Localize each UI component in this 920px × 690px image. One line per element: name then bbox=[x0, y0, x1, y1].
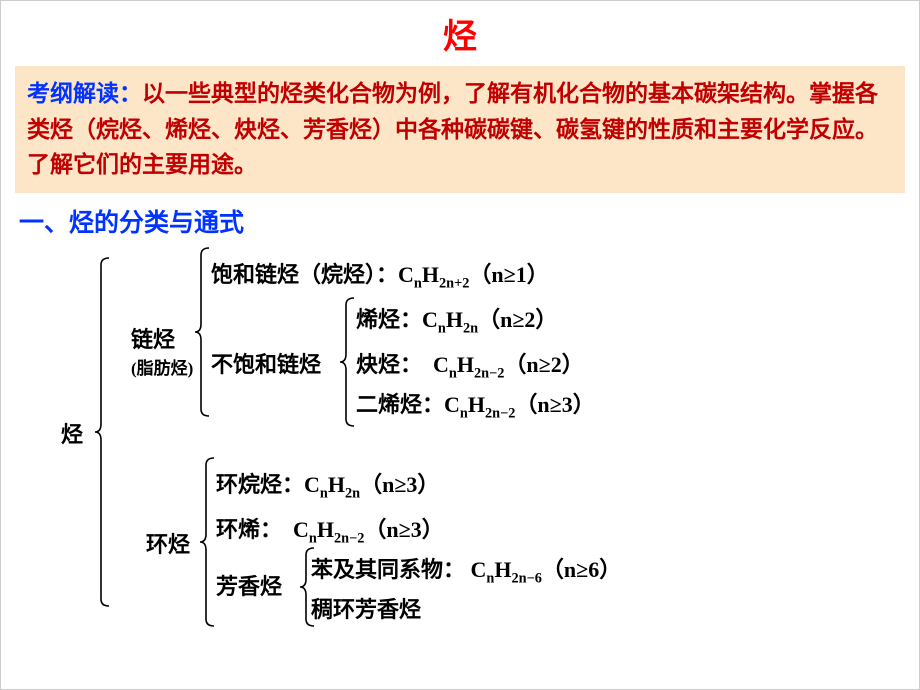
brace-chain bbox=[191, 247, 209, 417]
intro-box: 考纲解读：以一些典型的烃类化合物为例，了解有机化合物的基本碳架结构。掌握各类烃（… bbox=[15, 66, 905, 193]
cycloalkene-label: 环烯： bbox=[216, 517, 282, 542]
cycloalkane-formula: CnH2n（n≥3） bbox=[304, 472, 439, 497]
alkyne-label: 炔烃： bbox=[356, 352, 422, 377]
diene-row: 二烯烃：CnH2n−2（n≥3） bbox=[356, 387, 595, 422]
root-label: 烃 bbox=[61, 417, 83, 449]
chain-label: 链烃 bbox=[131, 322, 175, 354]
benzene-row: 苯及其同系物： CnH2n−6（n≥6） bbox=[311, 552, 621, 587]
saturated-formula: CnH2n+2（n≥1） bbox=[398, 262, 549, 287]
chain-label-group: 链烃 (脂肪烃) bbox=[131, 322, 193, 379]
unsaturated-label: 不饱和链烃 bbox=[211, 347, 321, 379]
brace-unsaturated bbox=[336, 297, 354, 427]
saturated-label: 饱和链烃（烷烃）： bbox=[211, 262, 398, 287]
cycloalkene-row: 环烯： CnH2n−2（n≥3） bbox=[216, 512, 444, 547]
alkyne-formula: CnH2n−2（n≥2） bbox=[433, 352, 584, 377]
chain-sublabel: (脂肪烃) bbox=[131, 354, 193, 379]
brace-root bbox=[91, 257, 109, 607]
diene-formula: CnH2n−2（n≥3） bbox=[444, 392, 595, 417]
cycloalkene-formula: CnH2n−2（n≥3） bbox=[293, 517, 444, 542]
intro-text: 以一些典型的烃类化合物为例，了解有机化合物的基本碳架结构。掌握各类烃（烷烃、烯烃… bbox=[27, 81, 878, 177]
diene-label: 二烯烃： bbox=[356, 392, 444, 417]
benzene-formula: CnH2n−6（n≥6） bbox=[471, 557, 622, 582]
aromatic-label: 芳香烃 bbox=[216, 569, 282, 601]
page-title: 烃 bbox=[1, 1, 919, 58]
section-heading: 一、烃的分类与通式 bbox=[19, 203, 919, 239]
cycloalkane-row: 环烷烃：CnH2n（n≥3） bbox=[216, 467, 439, 502]
ring-label: 环烃 bbox=[146, 527, 190, 559]
alkene-label: 烯烃： bbox=[356, 307, 422, 332]
saturated-row: 饱和链烃（烷烃）：CnH2n+2（n≥1） bbox=[211, 257, 549, 292]
fused-ring-row: 稠环芳香烃 bbox=[311, 592, 421, 624]
fused-ring-label: 稠环芳香烃 bbox=[311, 597, 421, 622]
alkene-formula: CnH2n（n≥2） bbox=[422, 307, 557, 332]
cycloalkane-label: 环烷烃： bbox=[216, 472, 304, 497]
benzene-label: 苯及其同系物： bbox=[311, 557, 465, 582]
alkyne-row: 炔烃： CnH2n−2（n≥2） bbox=[356, 347, 584, 382]
intro-label: 考纲解读： bbox=[27, 81, 142, 106]
alkene-row: 烯烃：CnH2n（n≥2） bbox=[356, 302, 557, 337]
brace-ring bbox=[196, 457, 214, 627]
